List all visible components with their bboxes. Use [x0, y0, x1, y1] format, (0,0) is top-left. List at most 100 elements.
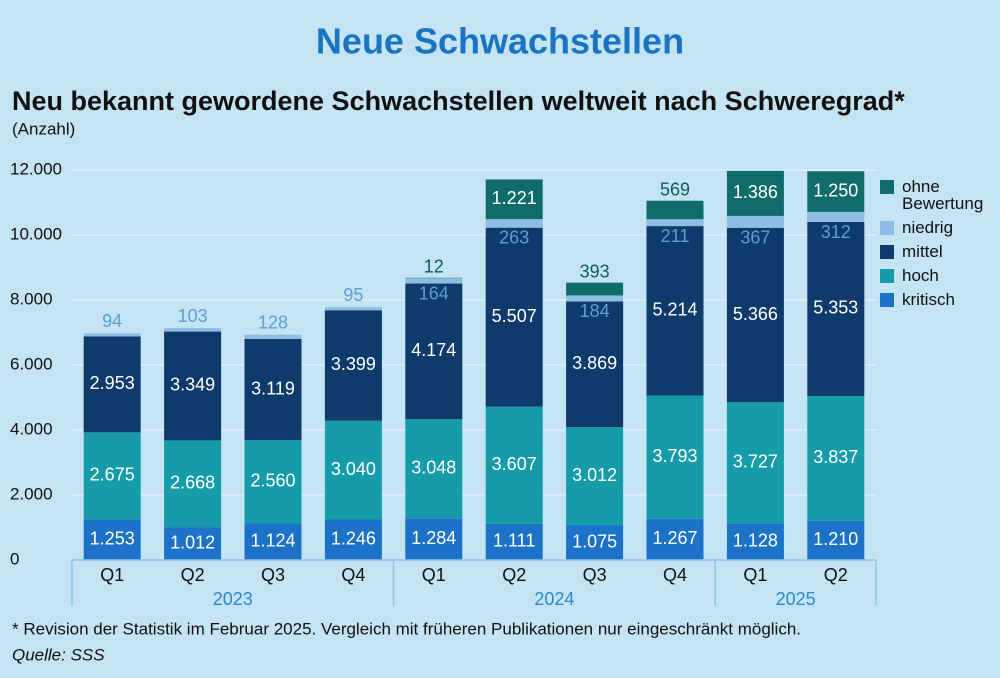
bar-segment [726, 227, 784, 403]
x-tick-label: Q4 [341, 565, 365, 585]
legend-item: niedrig [880, 219, 998, 236]
x-tick-label: Q1 [743, 565, 767, 585]
value-label: 2.675 [90, 465, 135, 485]
y-tick-label: 0 [10, 549, 19, 568]
legend-label: niedrig [902, 218, 954, 237]
bar-segment [405, 283, 463, 420]
value-label: 94 [102, 311, 122, 331]
legend-label: kritisch [902, 290, 955, 309]
legend-label: hoch [902, 266, 939, 285]
x-tick-label: Q3 [261, 565, 285, 585]
value-label: 2.560 [250, 471, 295, 491]
legend-swatch [880, 245, 894, 259]
value-label: 569 [660, 179, 690, 199]
bar-segment [807, 171, 865, 212]
bar-segment [485, 227, 543, 407]
bar-segment [83, 432, 141, 520]
bar-segment [405, 518, 463, 560]
value-label: 3.869 [572, 353, 617, 373]
chart-title: Neue Schwachstellen [316, 21, 684, 62]
legend-swatch [880, 221, 894, 235]
value-label: 1.012 [170, 532, 215, 552]
value-label: 1.124 [250, 530, 295, 550]
value-label: 367 [740, 228, 770, 248]
value-label: 263 [499, 227, 529, 247]
value-label: 1.284 [411, 528, 456, 548]
value-label: 12 [424, 257, 444, 277]
legend-swatch [880, 269, 894, 283]
bar-segment [164, 328, 222, 332]
y-tick-label: 10.000 [10, 224, 62, 243]
chart-subtitle: Neu bekannt gewordene Schwachstellen wel… [12, 86, 905, 116]
bar-segment [324, 519, 382, 560]
legend-item: hoch [880, 267, 998, 284]
group-label: 2023 [213, 589, 253, 609]
x-tick-label: Q1 [422, 565, 446, 585]
value-label: 3.349 [170, 375, 215, 395]
bar-segment [485, 406, 543, 524]
x-tick-label: Q4 [663, 565, 687, 585]
legend-swatch [880, 293, 894, 307]
bar-segment [83, 333, 141, 337]
source: Quelle: SSS [12, 645, 105, 664]
value-label: 1.128 [733, 530, 778, 550]
bar-segment [566, 282, 624, 296]
value-label: 1.246 [331, 529, 376, 549]
bar-segment [807, 395, 865, 521]
value-label: 3.040 [331, 459, 376, 479]
bar-segment [244, 334, 302, 339]
value-label: 184 [580, 301, 610, 321]
value-label: 211 [661, 226, 690, 246]
bar-segment [164, 527, 222, 560]
y-tick-label: 8.000 [10, 289, 53, 308]
y-tick-label: 6.000 [10, 354, 53, 373]
bar-segment [566, 295, 624, 302]
bar-segment [485, 523, 543, 560]
y-tick-label: 2.000 [10, 484, 53, 503]
value-label: 2.668 [170, 473, 215, 493]
bar-segment [485, 179, 543, 220]
footnote: * Revision der Statistik im Februar 2025… [12, 619, 801, 638]
value-label: 164 [419, 283, 449, 303]
y-tick-label: 12.000 [10, 159, 62, 178]
y-tick-label: 4.000 [10, 419, 53, 438]
value-label: 1.075 [572, 531, 617, 551]
bar-segment [646, 395, 704, 519]
value-label: 3.607 [492, 454, 537, 474]
bar-segment [726, 523, 784, 560]
legend-item: ohne Bewertung [880, 178, 998, 212]
value-label: 1.250 [813, 180, 858, 200]
legend: ohne Bewertung niedrig mittel hoch kritisch [880, 178, 998, 315]
bar-segment [244, 440, 302, 524]
value-label: 128 [258, 312, 288, 332]
value-label: 5.507 [492, 306, 537, 326]
bar-segment [405, 419, 463, 519]
value-label: 1.221 [492, 188, 537, 208]
value-label: 103 [178, 306, 208, 326]
bar-segment [726, 402, 784, 524]
group-label: 2025 [776, 589, 816, 609]
bar-segment [244, 338, 302, 441]
bar-segment [244, 523, 302, 560]
value-label: 3.399 [331, 354, 376, 374]
bar-segment [726, 215, 784, 228]
legend-label: mittel [902, 242, 943, 261]
bar-segment [807, 520, 865, 560]
value-label: 5.214 [652, 300, 697, 320]
x-tick-label: Q2 [181, 565, 205, 585]
value-label: 3.119 [251, 378, 295, 398]
value-label: 393 [580, 261, 610, 281]
value-label: 3.727 [733, 452, 778, 472]
bar-segment [566, 525, 624, 560]
value-label: 1.267 [652, 528, 697, 548]
bar-segment [646, 219, 704, 227]
value-label: 3.793 [652, 446, 697, 466]
value-label: 2.953 [90, 373, 135, 393]
bar-segment [807, 211, 865, 222]
legend-item: mittel [880, 243, 998, 260]
bar-segment [164, 440, 222, 528]
bar-segment [405, 278, 463, 284]
x-tick-label: Q2 [502, 565, 526, 585]
